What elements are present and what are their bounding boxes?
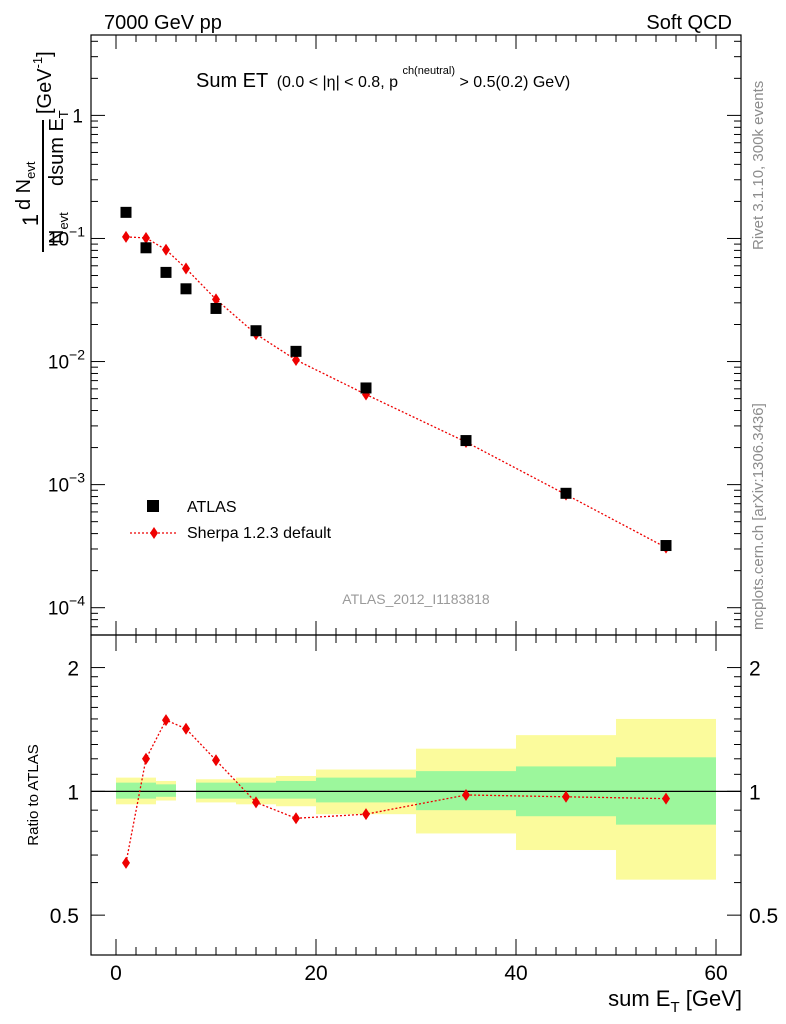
data-point — [290, 345, 302, 357]
mc-point — [292, 353, 300, 366]
y-axis-label-ratio: Ratio to ATLAS — [25, 744, 42, 845]
data-point — [660, 540, 672, 552]
mc-point — [142, 231, 150, 244]
ratio-axis-ticks: 2 2 1 1 0.5 0.5 0 20 40 60 — [50, 635, 778, 985]
ylabel-dsum: dsum ET — [46, 110, 71, 186]
data-point — [250, 325, 262, 337]
top-axis-ticks: 1 10−1 10−2 10−3 10−4 — [48, 35, 741, 636]
ratio-y-tick-label-right: 1 — [749, 781, 761, 804]
x-tick-label: 60 — [704, 962, 727, 985]
band-inner — [236, 782, 276, 799]
ratio-point — [252, 796, 260, 809]
header-right: Soft QCD — [646, 12, 732, 34]
ratio-point — [142, 752, 150, 765]
data-series-top — [120, 206, 672, 552]
ratio-y-tick-label: 2 — [67, 658, 79, 681]
mc-line — [125, 236, 667, 549]
analysis-id: ATLAS_2012_I1183818 — [342, 591, 490, 607]
top-panel-frame — [90, 34, 742, 636]
plot-title-cut-a: (0.0 < |η| < 0.8, p — [277, 74, 398, 91]
ratio-point — [462, 788, 470, 801]
ratio-point — [662, 792, 670, 805]
y-axis-label-top: 1 Nevt d Nevt dsum ET [GeV-1] — [13, 51, 71, 252]
x-tick-label: 0 — [110, 962, 122, 985]
ratio-point — [182, 722, 190, 735]
ylabel-unit: [GeV-1] — [30, 51, 56, 114]
mcplots-label: mcplots.cern.ch [arXiv:1306.3436] — [750, 403, 767, 630]
ratio-y-tick-label-right: 2 — [749, 658, 761, 681]
band-inner — [316, 777, 416, 803]
rivet-label: Rivet 3.1.10, 300k events — [750, 81, 767, 250]
y-tick-label: 1 — [72, 106, 83, 127]
legend-data-label: ATLAS — [187, 499, 237, 516]
plot-title-cut-sup: ch(neutral) — [402, 65, 455, 77]
y-tick-label: 10−4 — [48, 593, 85, 620]
mc-point — [182, 262, 190, 275]
legend-data-marker — [147, 500, 159, 512]
x-tick-label: 40 — [504, 962, 527, 985]
ratio-point — [162, 714, 170, 727]
data-point — [140, 242, 152, 254]
ratio-point — [292, 812, 300, 825]
mc-series-ratio — [122, 714, 670, 869]
plot-title-cut-b: > 0.5(0.2) GeV) — [459, 74, 570, 91]
mc-point — [122, 230, 130, 243]
y-tick-label: 10−1 — [48, 223, 85, 250]
ratio-y-tick-label: 1 — [67, 781, 79, 804]
y-tick-label: 10−2 — [48, 347, 85, 374]
data-point — [180, 283, 192, 295]
data-point — [360, 382, 372, 394]
data-point — [560, 487, 572, 499]
ratio-point — [562, 790, 570, 803]
ratio-uncertainty-bands — [91, 718, 741, 880]
band-inner — [276, 780, 316, 799]
data-point — [120, 206, 132, 218]
ylabel-dn: d Nevt — [13, 161, 38, 210]
ylabel-nevt: Nevt — [46, 212, 71, 244]
legend-mc-marker — [150, 527, 158, 539]
mc-point — [212, 293, 220, 306]
x-tick-label: 20 — [304, 962, 327, 985]
band-inner — [196, 782, 236, 799]
data-point — [160, 266, 172, 278]
plot-title-main: Sum ET — [196, 70, 268, 92]
ratio-point — [362, 808, 370, 821]
mc-point — [162, 243, 170, 256]
header-left: 7000 GeV pp — [104, 12, 222, 34]
plot-title: Sum ET (0.0 < |η| < 0.8, p ch(neutral) >… — [196, 61, 570, 92]
ratio-y-tick-label-right: 0.5 — [749, 905, 778, 928]
ratio-panel-frame — [90, 634, 742, 956]
ratio-y-tick-label: 0.5 — [50, 905, 79, 928]
y-tick-label: 10−3 — [48, 470, 85, 497]
ratio-point — [212, 754, 220, 767]
data-point — [210, 302, 222, 314]
legend-mc-label: Sherpa 1.2.3 default — [187, 525, 332, 542]
ylabel-one: 1 — [18, 214, 43, 226]
band-inner — [116, 782, 156, 799]
legend: ATLAS Sherpa 1.2.3 default — [130, 499, 332, 542]
band-inner — [156, 784, 176, 797]
x-axis-label: sum ET [GeV] — [608, 986, 742, 1016]
data-point — [460, 435, 472, 447]
ratio-point — [122, 856, 130, 869]
